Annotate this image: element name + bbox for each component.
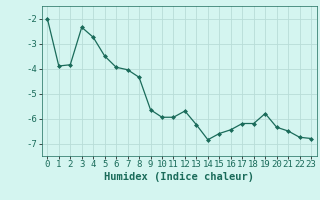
X-axis label: Humidex (Indice chaleur): Humidex (Indice chaleur) bbox=[104, 172, 254, 182]
